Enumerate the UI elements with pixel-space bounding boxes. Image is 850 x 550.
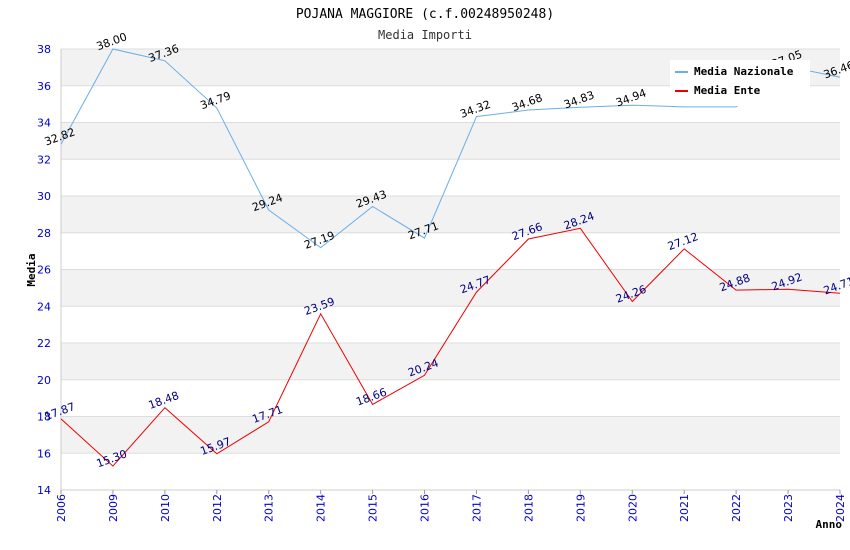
y-tick-label: 18 bbox=[37, 411, 51, 424]
y-axis-label: Media bbox=[25, 253, 38, 286]
x-tick-label: 2021 bbox=[678, 494, 691, 522]
y-tick-label: 24 bbox=[37, 300, 51, 313]
series-line bbox=[60, 227, 841, 467]
x-tick-label: 2024 bbox=[834, 494, 847, 522]
x-tick-label: 2015 bbox=[367, 494, 380, 522]
x-tick-label: 2006 bbox=[55, 494, 68, 522]
x-tick-label: 2022 bbox=[730, 494, 743, 522]
x-tick-label: 2016 bbox=[419, 494, 432, 522]
x-tick-label: 2014 bbox=[315, 494, 328, 522]
plot-band bbox=[61, 196, 840, 233]
x-axis-ticks: 2006 2009 2010 2012 2013 2014 2015 2016 2017 2018… bbox=[55, 490, 847, 522]
x-tick-label: 2020 bbox=[626, 494, 639, 522]
y-tick-label: 38 bbox=[37, 43, 51, 56]
x-tick-label: 2017 bbox=[470, 494, 483, 522]
y-tick-label: 28 bbox=[37, 227, 51, 240]
y-tick-label: 36 bbox=[37, 80, 51, 93]
plot-band bbox=[61, 453, 840, 490]
x-tick-label: 2010 bbox=[159, 494, 172, 522]
legend-box bbox=[670, 60, 810, 106]
series-line bbox=[60, 48, 841, 249]
legend-label-media-nazionale: Media Nazionale bbox=[694, 65, 794, 78]
plot-band bbox=[61, 232, 840, 270]
y-tick-label: 32 bbox=[37, 153, 51, 166]
x-tick-label: 2018 bbox=[522, 494, 535, 522]
y-tick-label: 20 bbox=[37, 374, 51, 387]
y-tick-label: 30 bbox=[37, 190, 51, 203]
plot-band bbox=[61, 306, 840, 343]
y-axis-ticks: 14 16 18 20 22 24 26 28 30 32 34 36 38 bbox=[37, 43, 51, 497]
chart-subtitle: Media Importi bbox=[378, 28, 472, 42]
legend-label-media-ente: Media Ente bbox=[694, 84, 761, 97]
y-tick-label: 16 bbox=[37, 447, 51, 460]
plot-band bbox=[61, 416, 840, 454]
legend: Media Nazionale Media Ente bbox=[670, 60, 810, 106]
plot-band bbox=[61, 343, 840, 380]
y-tick-label: 34 bbox=[37, 117, 51, 130]
plot-background bbox=[60, 48, 840, 491]
chart-title: POJANA MAGGIORE (c.f.00248950248) bbox=[296, 7, 554, 22]
y-tick-label: 14 bbox=[37, 484, 51, 497]
x-tick-label: 2013 bbox=[263, 494, 276, 522]
plot-band bbox=[61, 122, 840, 160]
x-tick-label: 2023 bbox=[782, 494, 795, 522]
plot-band bbox=[61, 269, 840, 307]
x-tick-label: 2009 bbox=[107, 494, 120, 522]
y-tick-label: 22 bbox=[37, 337, 51, 350]
y-tick-label: 26 bbox=[37, 264, 51, 277]
x-tick-label: 2012 bbox=[211, 494, 224, 522]
x-tick-label: 2019 bbox=[574, 494, 587, 522]
plot-band bbox=[61, 379, 840, 417]
x-axis-label: Anno bbox=[816, 518, 843, 531]
